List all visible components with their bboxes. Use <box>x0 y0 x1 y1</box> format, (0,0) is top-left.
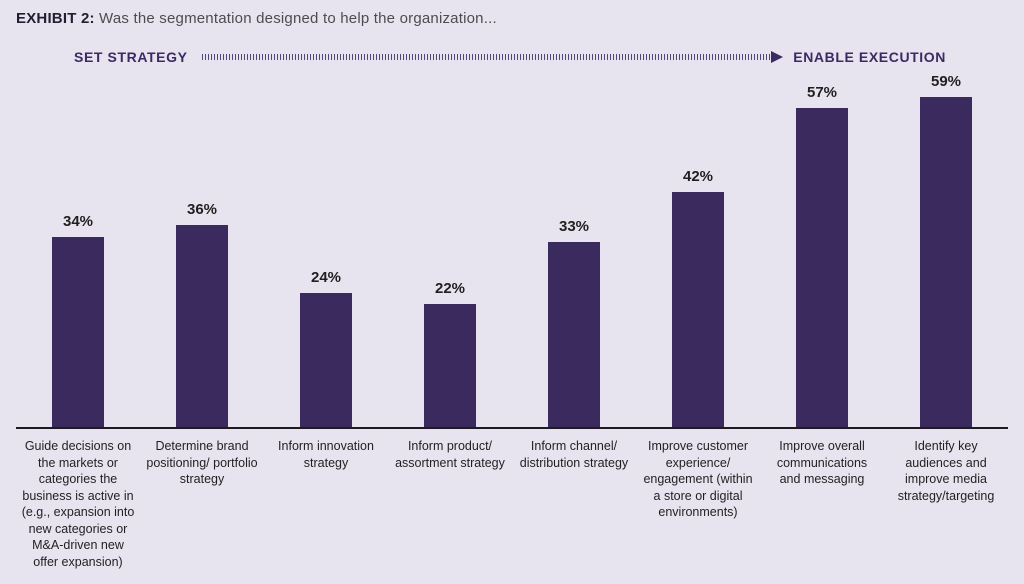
category-label: Improve overall communications and messa… <box>776 439 868 486</box>
chart-title-prefix: EXHIBIT 2: <box>16 10 95 27</box>
bar <box>672 192 724 427</box>
bar-value-label: 24% <box>310 269 342 286</box>
bar-value-label: 57% <box>806 84 838 101</box>
category-labels: Guide decisions on the markets or catego… <box>16 429 1008 570</box>
bar <box>300 293 352 427</box>
chart-title-text: Was the segmentation designed to help th… <box>94 10 497 27</box>
bar <box>52 237 104 427</box>
bar <box>176 225 228 427</box>
bar-column: 57% <box>760 84 884 427</box>
bar-column: 34% <box>16 213 140 427</box>
category-label: Inform channel/ distribution strategy <box>519 439 629 470</box>
bar-value-label: 34% <box>62 213 94 230</box>
enable-execution-label: ENABLE EXECUTION <box>793 49 946 65</box>
bar <box>796 108 848 427</box>
chart-title: EXHIBIT 2: Was the segmentation designed… <box>12 10 1012 27</box>
arrow-head-icon <box>771 51 784 63</box>
bar-column: 36% <box>140 201 264 427</box>
category-label: Inform product/ assortment strategy <box>395 439 505 470</box>
category-label: Guide decisions on the markets or catego… <box>21 439 135 569</box>
bar <box>424 304 476 427</box>
bar-chart: 34% 36% 24% 22% 33% 42% 57% 59% Guide decisions… <box>16 71 1008 570</box>
bar <box>548 242 600 427</box>
bar-column: 59% <box>884 73 1008 427</box>
dotted-arrow-line <box>201 54 772 60</box>
category-label: Inform innovation strategy <box>278 439 374 470</box>
category-label: Determine brand positioning/ portfolio s… <box>146 439 258 486</box>
bar-column: 33% <box>512 218 636 427</box>
dotted-arrow <box>201 51 784 63</box>
category-label: Identify key audiences and improve media… <box>897 439 995 503</box>
strategy-execution-axis: SET STRATEGY ENABLE EXECUTION <box>74 49 946 65</box>
bar <box>920 97 972 427</box>
bar-value-label: 59% <box>930 73 962 90</box>
set-strategy-label: SET STRATEGY <box>74 49 188 65</box>
bar-value-label: 33% <box>558 218 590 235</box>
bar-column: 42% <box>636 168 760 427</box>
bar-columns: 34% 36% 24% 22% 33% 42% 57% 59% <box>16 71 1008 429</box>
bar-value-label: 36% <box>186 201 218 218</box>
bar-value-label: 42% <box>682 168 714 185</box>
bar-column: 24% <box>264 269 388 427</box>
bar-value-label: 22% <box>434 280 466 297</box>
bar-column: 22% <box>388 280 512 427</box>
category-label: Improve customer experience/ engagement … <box>643 439 753 519</box>
